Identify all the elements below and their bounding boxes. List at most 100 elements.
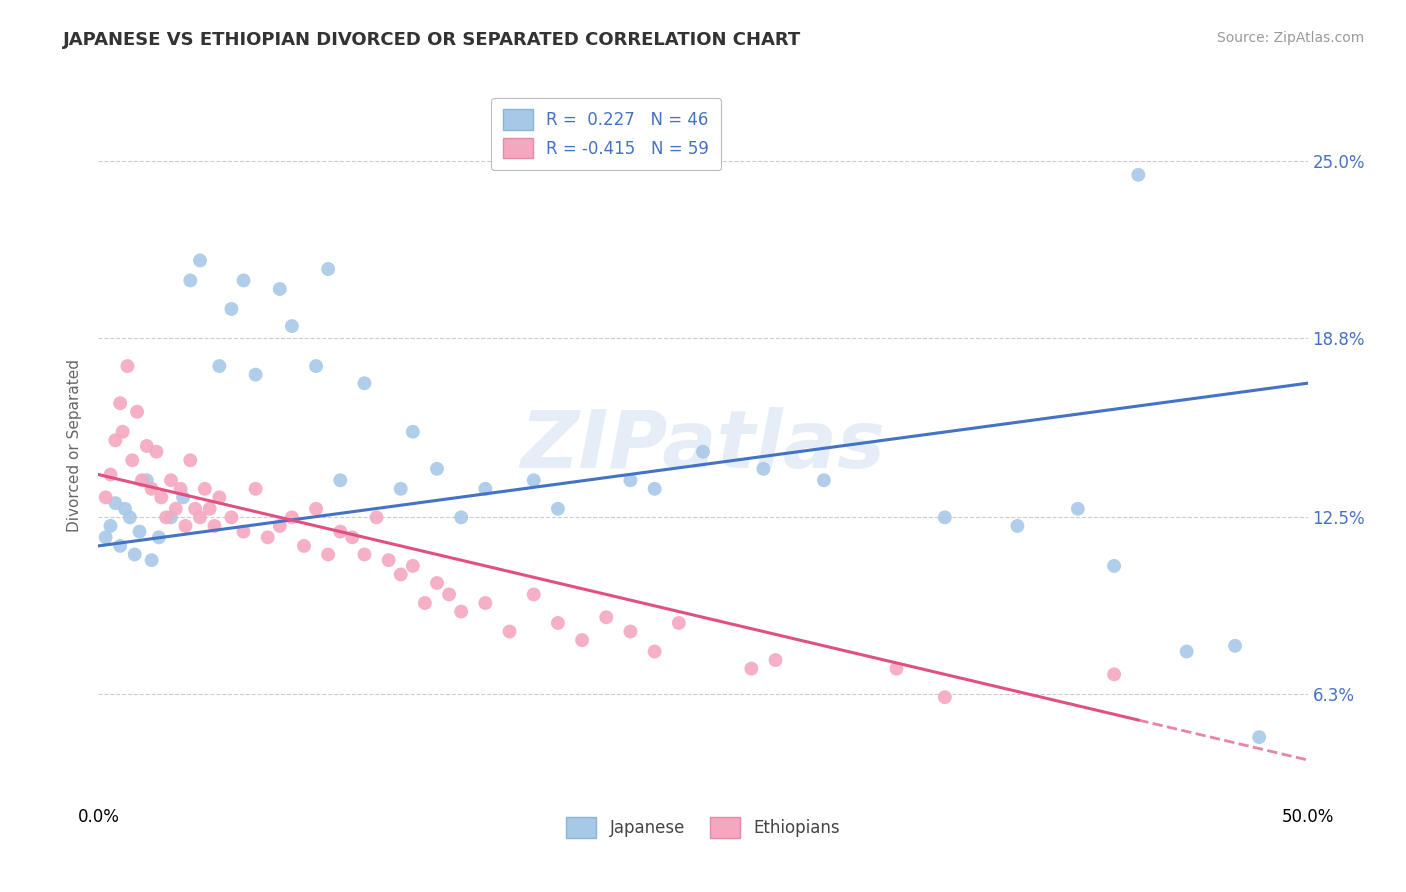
Point xyxy=(740,662,762,676)
Point xyxy=(765,653,787,667)
Point xyxy=(269,282,291,296)
Point xyxy=(329,473,352,487)
Point xyxy=(281,319,304,334)
Point xyxy=(245,368,267,382)
Text: ZIPatlas: ZIPatlas xyxy=(520,407,886,485)
Point xyxy=(221,301,243,316)
Point xyxy=(813,473,835,487)
Point xyxy=(342,530,364,544)
Point xyxy=(523,473,546,487)
Point xyxy=(292,539,315,553)
Point xyxy=(221,510,243,524)
Point xyxy=(150,491,173,505)
Point xyxy=(208,491,231,505)
Point xyxy=(437,587,460,601)
Point xyxy=(571,633,593,648)
Point xyxy=(305,501,328,516)
Point xyxy=(194,482,217,496)
Point xyxy=(127,405,149,419)
Point xyxy=(595,610,617,624)
Point xyxy=(204,519,226,533)
Point xyxy=(128,524,150,539)
Point xyxy=(474,596,496,610)
Point xyxy=(114,501,136,516)
Point xyxy=(281,510,304,524)
Point xyxy=(165,501,187,516)
Point xyxy=(644,482,666,496)
Point xyxy=(111,425,134,439)
Point xyxy=(353,376,375,391)
Point xyxy=(1249,730,1271,744)
Point xyxy=(934,690,956,705)
Point xyxy=(256,530,278,544)
Point xyxy=(1067,501,1090,516)
Point xyxy=(160,510,183,524)
Point xyxy=(668,615,690,630)
Point xyxy=(316,548,339,562)
Point xyxy=(100,467,122,482)
Point xyxy=(619,473,641,487)
Point xyxy=(188,253,211,268)
Point xyxy=(426,462,449,476)
Point xyxy=(118,510,141,524)
Point xyxy=(141,553,163,567)
Point xyxy=(377,553,399,567)
Point xyxy=(131,473,153,487)
Point xyxy=(426,576,449,591)
Point xyxy=(619,624,641,639)
Point xyxy=(389,567,412,582)
Point xyxy=(474,482,496,496)
Point xyxy=(135,439,157,453)
Point xyxy=(160,473,183,487)
Point xyxy=(316,262,339,277)
Text: Source: ZipAtlas.com: Source: ZipAtlas.com xyxy=(1216,31,1364,45)
Point xyxy=(1128,168,1150,182)
Point xyxy=(245,482,267,496)
Point xyxy=(692,444,714,458)
Point xyxy=(108,396,131,410)
Point xyxy=(148,530,170,544)
Point xyxy=(269,519,291,533)
Point xyxy=(644,644,666,658)
Point xyxy=(413,596,436,610)
Point xyxy=(1007,519,1029,533)
Point xyxy=(100,519,122,533)
Point xyxy=(208,359,231,373)
Point xyxy=(104,434,127,448)
Point xyxy=(141,482,163,496)
Point xyxy=(402,558,425,573)
Point xyxy=(124,548,146,562)
Point xyxy=(232,524,254,539)
Point xyxy=(1223,639,1246,653)
Point xyxy=(752,462,775,476)
Point xyxy=(547,615,569,630)
Text: JAPANESE VS ETHIOPIAN DIVORCED OR SEPARATED CORRELATION CHART: JAPANESE VS ETHIOPIAN DIVORCED OR SEPARA… xyxy=(63,31,801,49)
Point xyxy=(547,501,569,516)
Point xyxy=(179,453,201,467)
Point xyxy=(188,510,211,524)
Legend: Japanese, Ethiopians: Japanese, Ethiopians xyxy=(560,811,846,845)
Point xyxy=(155,510,177,524)
Point xyxy=(121,453,143,467)
Point xyxy=(1175,644,1198,658)
Point xyxy=(117,359,139,373)
Point xyxy=(353,548,375,562)
Point xyxy=(108,539,131,553)
Point xyxy=(135,473,157,487)
Point xyxy=(169,482,191,496)
Point xyxy=(198,501,221,516)
Point xyxy=(450,605,472,619)
Point xyxy=(389,482,412,496)
Point xyxy=(523,587,546,601)
Point xyxy=(1102,558,1125,573)
Point xyxy=(145,444,167,458)
Point xyxy=(934,510,956,524)
Point xyxy=(1102,667,1125,681)
Point xyxy=(94,530,117,544)
Point xyxy=(179,273,201,287)
Point xyxy=(305,359,328,373)
Point xyxy=(232,273,254,287)
Point xyxy=(402,425,425,439)
Point xyxy=(498,624,520,639)
Point xyxy=(329,524,352,539)
